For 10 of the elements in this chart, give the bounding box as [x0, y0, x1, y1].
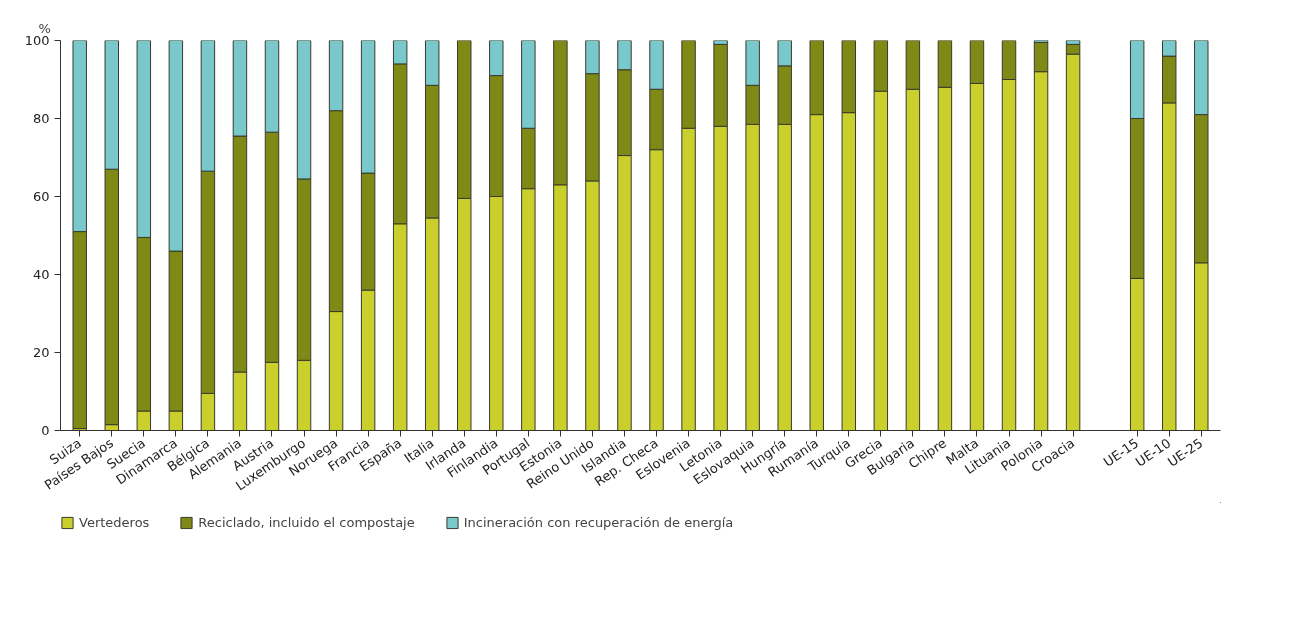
y-tick-label: 80	[32, 111, 50, 126]
y-tick-label: 60	[32, 189, 50, 204]
legend-label: Incineración con recuperación de energía	[463, 514, 734, 530]
y-tick-label: 0	[41, 423, 50, 438]
legend-label: Vertederos	[79, 514, 150, 530]
y-tick-label: 40	[32, 267, 50, 282]
y-tick-label: 100	[24, 33, 50, 48]
y-axis-title: %	[38, 20, 51, 36]
legend-label: Reciclado, incluido el compostaje	[198, 514, 415, 530]
y-tick-label: 20	[32, 345, 50, 360]
